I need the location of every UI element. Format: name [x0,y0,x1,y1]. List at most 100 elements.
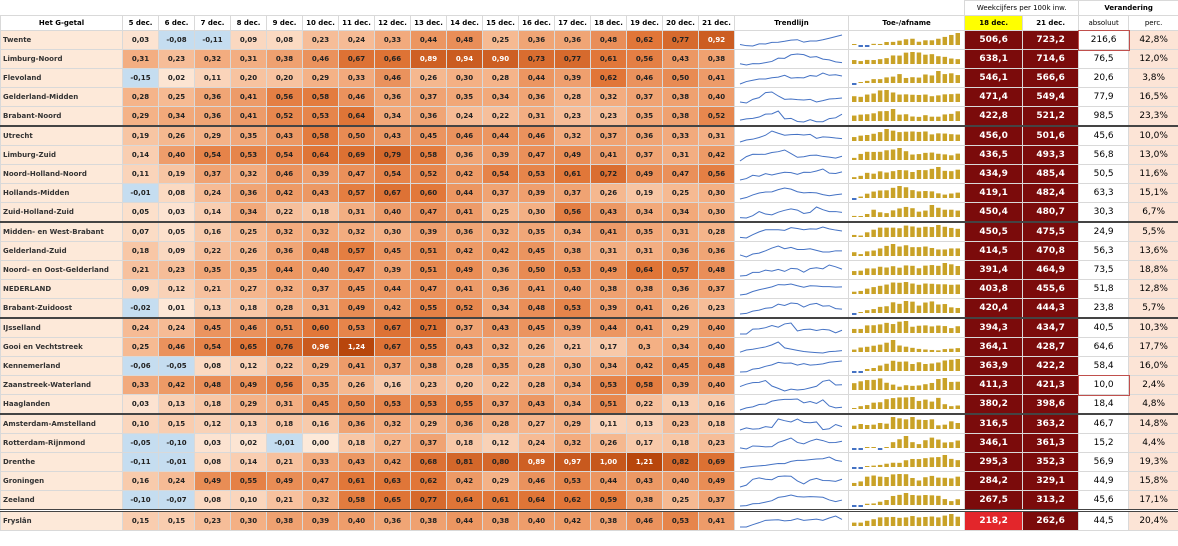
day-value: 0,51 [410,260,447,280]
day-value: 0,23 [158,49,195,69]
change-sparkline [852,52,960,64]
change-bar [890,149,896,160]
change-bar [903,151,909,160]
week-18dec: 316,5 [964,413,1024,434]
change-bar [884,447,889,448]
day-value: 0,32 [266,221,303,242]
day-value: 0,24 [446,106,483,127]
change-bar [916,284,922,294]
day-value: -0,11 [194,30,231,50]
trend-cell [734,87,849,107]
table-row: Amsterdam-Amstelland 0,10 0,15 0,12 0,13 0,18… [0,413,1178,434]
change-bar [955,111,960,121]
change-bar [858,290,863,294]
change-absolute: 56,8 [1078,145,1130,165]
day-value: 0,40 [374,202,411,223]
change-bar [916,419,922,429]
change-absolute: 10,0 [1077,374,1130,396]
change-bar [852,96,857,102]
change-bar [884,42,889,45]
column-header: 16 dec. [518,15,555,31]
day-value: 0,80 [482,452,519,472]
change-bar [877,266,883,275]
day-value: 0,45 [302,394,339,415]
day-value: 0,50 [662,68,699,88]
day-value: 0,67 [374,317,411,338]
day-value: 0,16 [374,375,411,395]
day-value: 0,32 [482,337,519,357]
change-bar [884,227,889,237]
day-value: 0,28 [122,87,159,107]
day-value: 0,23 [698,433,735,453]
change-bar [897,418,902,429]
change-bar [903,346,909,352]
day-value: 0,46 [446,125,483,146]
change-bar [903,436,909,448]
change-sparkline [852,129,960,141]
change-sparkline [852,301,960,315]
day-value: 0,64 [446,490,483,511]
change-bar [897,517,902,526]
change-bar [852,137,857,141]
change-bar [890,398,896,409]
day-value: 0,53 [518,164,555,184]
trend-sparkline [739,379,843,392]
week-21dec: 493,3 [1022,145,1080,165]
day-value: 0,34 [662,202,699,223]
day-value: 0,72 [590,164,627,184]
change-bar [936,495,941,505]
change-bar [923,94,928,102]
region-name: Flevoland [0,68,123,88]
change-bar [910,385,915,390]
day-value: 0,36 [410,106,447,127]
table-row: Kennemerland -0,06 -0,05 0,08 0,12 0,22 0,29 0,… [0,356,1178,376]
change-bar [942,114,948,121]
day-value: 0,29 [554,413,591,434]
day-value: 0,35 [230,260,267,280]
day-value: 0,51 [410,241,447,261]
day-value: 0,16 [302,413,339,434]
week-18dec: 218,2 [964,509,1024,531]
change-percent: 4,4% [1128,433,1178,453]
day-value: 0,12 [158,279,195,299]
day-value: 0,64 [518,490,555,511]
week-21dec: 262,6 [1022,509,1080,531]
change-cell [847,317,966,338]
day-value: -0,06 [122,356,159,376]
day-value: 0,61 [482,490,519,511]
change-bar [910,154,915,160]
day-value: 0,30 [446,68,483,88]
day-value: 0,08 [194,452,231,472]
group-header: Weekcijfers per 100k inw. [964,0,1080,16]
change-bar [903,474,909,486]
change-bar [910,208,915,217]
day-value: 0,43 [626,471,663,491]
change-bar [923,325,928,333]
change-bar [955,33,960,45]
change-bar [949,58,954,64]
day-value: 0,29 [662,317,699,338]
change-bar [916,362,922,371]
change-bar [942,74,948,83]
change-bar [858,406,863,409]
region-name: Noord-Holland-Noord [0,164,123,184]
change-bar [929,168,935,179]
day-value: 0,39 [590,298,627,319]
change-bar [949,134,954,141]
change-bar [858,270,863,275]
day-value: 0,51 [590,394,627,415]
change-bar [877,227,883,237]
change-bar [916,77,922,83]
column-header: 21 dec. [698,15,735,31]
change-bar [903,225,909,237]
change-bar [890,55,896,64]
day-value: 0,23 [158,260,195,280]
change-bar [955,405,960,409]
change-bar [852,448,857,450]
change-bar [942,154,948,160]
day-value: 0,45 [662,356,699,376]
day-value: 0,37 [194,164,231,184]
day-value: 0,56 [266,375,303,395]
day-value: 0,23 [698,298,735,319]
day-value: 0,41 [446,202,483,223]
